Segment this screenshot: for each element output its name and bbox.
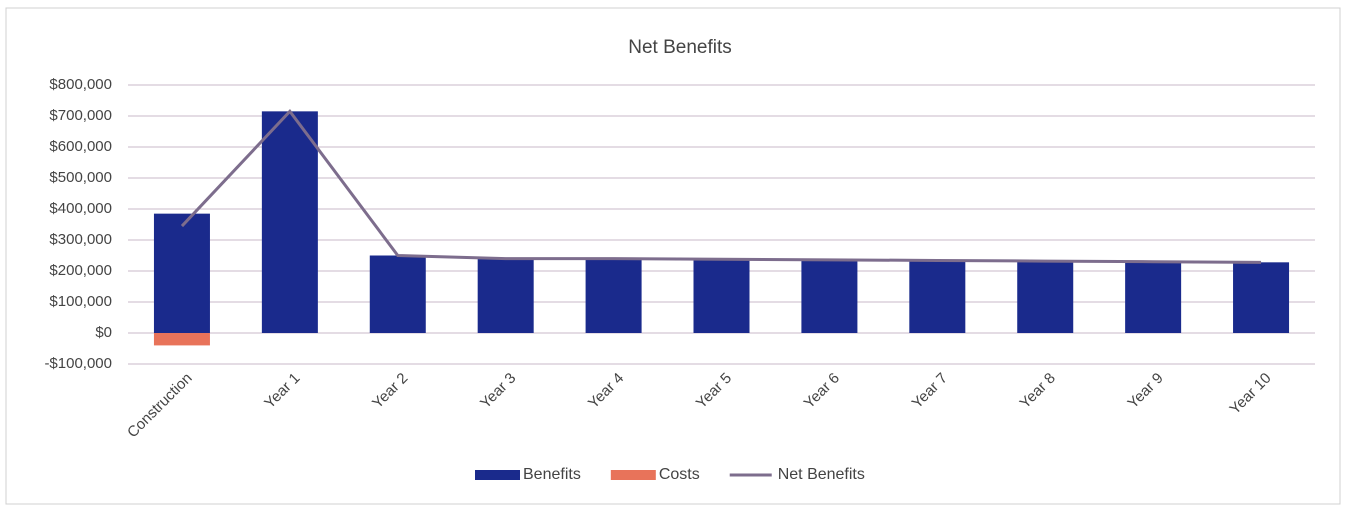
bar bbox=[909, 260, 966, 333]
y-tick-label: $700,000 bbox=[49, 107, 112, 124]
bar bbox=[153, 213, 210, 333]
y-tick-label: $300,000 bbox=[49, 231, 112, 248]
y-tick-label: $200,000 bbox=[49, 262, 112, 279]
legend-swatch bbox=[610, 470, 656, 480]
bar bbox=[1125, 261, 1182, 333]
bar bbox=[1233, 262, 1290, 333]
y-tick-label: $400,000 bbox=[49, 200, 112, 217]
y-tick-label: $0 bbox=[95, 324, 112, 341]
y-tick-label: $100,000 bbox=[49, 293, 112, 310]
y-tick-label: $600,000 bbox=[49, 138, 112, 155]
chart-border bbox=[5, 7, 1341, 505]
y-tick-label: -$100,000 bbox=[44, 355, 112, 372]
bar bbox=[585, 258, 642, 333]
chart-title: Net Benefits bbox=[628, 37, 732, 58]
bar bbox=[369, 255, 426, 333]
y-tick-label: $500,000 bbox=[49, 169, 112, 186]
legend-label: Costs bbox=[659, 466, 700, 483]
line bbox=[180, 109, 1262, 264]
bar bbox=[477, 258, 534, 333]
legend-label: Benefits bbox=[523, 466, 581, 483]
y-tick-label: $800,000 bbox=[49, 76, 112, 93]
bar bbox=[693, 259, 750, 333]
bar bbox=[801, 259, 858, 333]
legend-label: Net Benefits bbox=[778, 466, 865, 483]
legend-swatch bbox=[475, 470, 520, 480]
bar bbox=[1017, 261, 1074, 333]
bar bbox=[261, 111, 318, 333]
bar bbox=[153, 333, 210, 346]
